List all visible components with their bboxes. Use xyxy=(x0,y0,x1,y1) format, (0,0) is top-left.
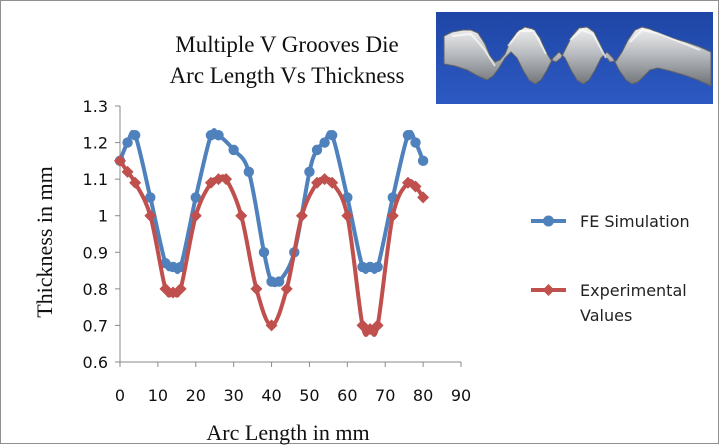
x-tick-label: 60 xyxy=(337,386,357,405)
data-point xyxy=(205,130,217,141)
data-point xyxy=(190,192,201,203)
data-point xyxy=(213,130,224,141)
plot-series xyxy=(114,128,430,337)
data-point xyxy=(258,247,270,258)
series-fe-simulation xyxy=(114,128,429,288)
data-point xyxy=(250,282,263,295)
chart-title-line-1: Multiple V Grooves Die xyxy=(175,32,398,57)
legend-item-experimental-values: Experimental Values xyxy=(531,281,687,325)
data-point xyxy=(364,261,376,273)
legend-label-experimental-line-2: Values xyxy=(580,306,632,325)
data-point xyxy=(243,166,255,178)
data-point xyxy=(189,209,202,222)
data-point xyxy=(212,173,225,186)
data-point xyxy=(144,209,157,222)
x-tick-label: 80 xyxy=(413,386,433,405)
y-tick-label: 0.7 xyxy=(83,316,108,335)
data-point xyxy=(122,137,133,148)
data-point xyxy=(402,130,414,141)
legend-label-experimental-line-1: Experimental xyxy=(580,281,687,300)
y-tick-label: 1.1 xyxy=(83,170,108,189)
data-point xyxy=(121,165,134,178)
axes: 0.6 0.7 0.8 0.9 1 1.1 1.2 1.3 0 10 20 30 40 50 60 70 80 9… xyxy=(83,97,472,405)
data-point xyxy=(145,192,156,203)
x-tick-label: 40 xyxy=(261,386,281,405)
data-point xyxy=(326,176,339,189)
data-point xyxy=(311,144,323,156)
legend-item-fe-simulation: FE Simulation xyxy=(531,212,690,231)
x-axis-label: Arc Length in mm xyxy=(206,420,369,445)
y-tick-label: 1.3 xyxy=(83,97,108,116)
x-tick-label: 70 xyxy=(375,386,395,405)
x-tick-label: 90 xyxy=(451,386,471,405)
y-tick-label: 0.8 xyxy=(83,280,108,299)
data-point xyxy=(174,282,187,295)
y-axis-label: Thickness in mm xyxy=(32,166,57,318)
data-point xyxy=(304,166,315,178)
data-point xyxy=(228,144,239,156)
legend-marker-circle xyxy=(543,215,554,227)
data-point xyxy=(409,180,422,193)
data-point xyxy=(417,191,430,204)
data-point xyxy=(129,130,141,141)
data-point xyxy=(129,176,142,189)
data-point xyxy=(220,173,233,186)
x-tick-label: 30 xyxy=(223,386,243,405)
legend-label-fe-simulation: FE Simulation xyxy=(580,212,690,231)
data-point xyxy=(295,209,308,222)
data-point xyxy=(114,154,126,167)
data-point xyxy=(386,209,399,222)
y-tick-label: 0.9 xyxy=(83,243,108,262)
data-point xyxy=(280,282,293,295)
x-tick-label: 0 xyxy=(115,386,125,405)
y-tick-label: 0.6 xyxy=(83,353,108,372)
data-point xyxy=(410,137,421,148)
series-line-experimental-values xyxy=(118,158,426,337)
chart-title-line-2: Arc Length Vs Thickness xyxy=(170,63,405,88)
series-experimental-values xyxy=(114,154,430,337)
y-tick-label: 1.2 xyxy=(83,134,108,153)
x-tick-label: 50 xyxy=(299,386,319,405)
legend: FE Simulation Experimental Values xyxy=(531,212,690,325)
data-point xyxy=(167,261,179,273)
legend-marker-diamond xyxy=(542,284,555,296)
data-point xyxy=(417,155,429,167)
data-point xyxy=(372,261,383,273)
data-point xyxy=(265,319,278,332)
data-point xyxy=(319,137,330,148)
x-tick-label: 10 xyxy=(148,386,168,405)
data-point xyxy=(371,319,384,332)
data-point xyxy=(273,276,285,287)
y-tick-label: 1 xyxy=(98,207,108,226)
data-point xyxy=(266,276,277,287)
x-tick-label: 20 xyxy=(186,386,206,405)
data-point xyxy=(326,130,338,141)
data-point xyxy=(357,261,368,273)
data-point xyxy=(341,209,354,222)
v-groove-specimen-photo xyxy=(436,12,713,104)
data-point xyxy=(235,209,248,222)
